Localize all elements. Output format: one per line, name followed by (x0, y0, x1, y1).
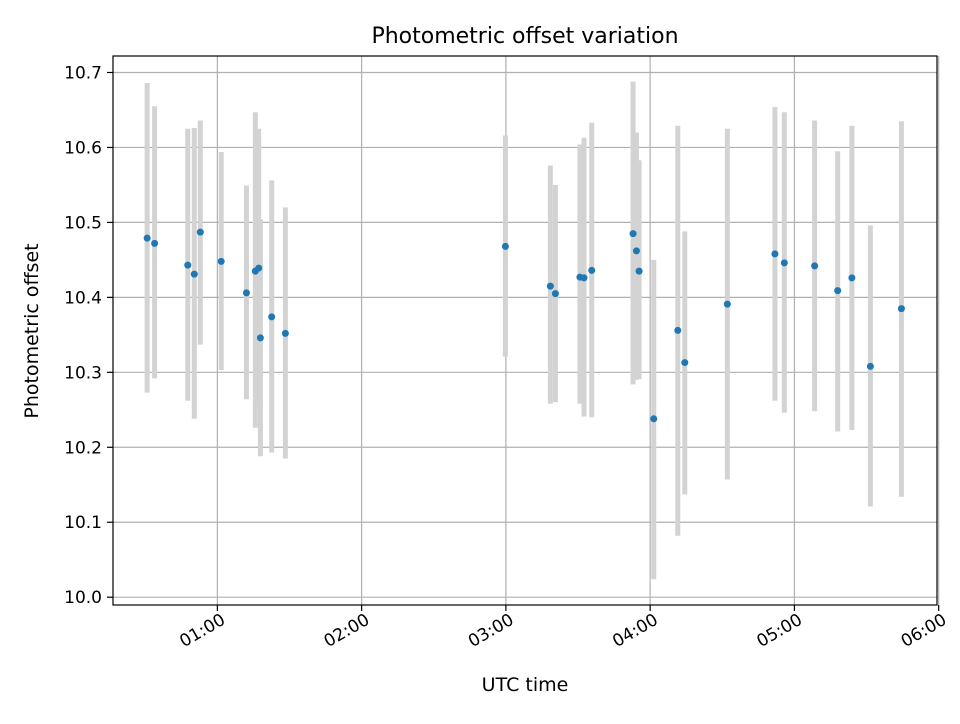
data-point (848, 274, 856, 282)
data-point (546, 282, 554, 290)
plot-frame (112, 55, 938, 606)
y-axis-label: Photometric offset (21, 243, 43, 418)
y-tick-label: 10.5 (64, 213, 102, 233)
y-tick-label: 10.4 (64, 288, 102, 308)
y-tick-label: 10.2 (64, 438, 102, 458)
data-point (242, 289, 250, 297)
data-point (184, 261, 192, 269)
data-point (256, 334, 264, 342)
point-layer (143, 228, 905, 423)
data-point (151, 239, 159, 247)
y-tick-label: 10.3 (64, 363, 102, 383)
data-point (501, 242, 509, 250)
y-tick-label: 10.6 (64, 138, 102, 158)
data-point (551, 290, 559, 298)
data-point (681, 359, 689, 367)
x-axis-label: UTC time (482, 674, 569, 696)
data-point (190, 270, 198, 278)
data-point (629, 230, 637, 238)
data-point (281, 329, 289, 337)
y-tick-label: 10.0 (64, 588, 102, 608)
data-point (632, 247, 640, 255)
data-point (771, 250, 779, 258)
data-point (674, 326, 682, 334)
chart-title: Photometric offset variation (371, 24, 678, 49)
data-point (143, 234, 151, 242)
data-point (811, 262, 819, 270)
y-tick-label: 10.7 (64, 63, 102, 83)
data-point (268, 313, 276, 321)
data-point (196, 228, 204, 236)
y-tick-label: 10.1 (64, 513, 102, 533)
data-point (635, 267, 643, 275)
data-point (217, 257, 225, 265)
data-point (723, 300, 731, 308)
data-point (780, 259, 788, 267)
data-point (866, 362, 874, 370)
data-point (255, 264, 263, 272)
data-point (580, 274, 588, 282)
data-point (588, 266, 596, 274)
data-point (834, 287, 842, 295)
data-point (650, 415, 658, 423)
data-point (897, 305, 905, 313)
